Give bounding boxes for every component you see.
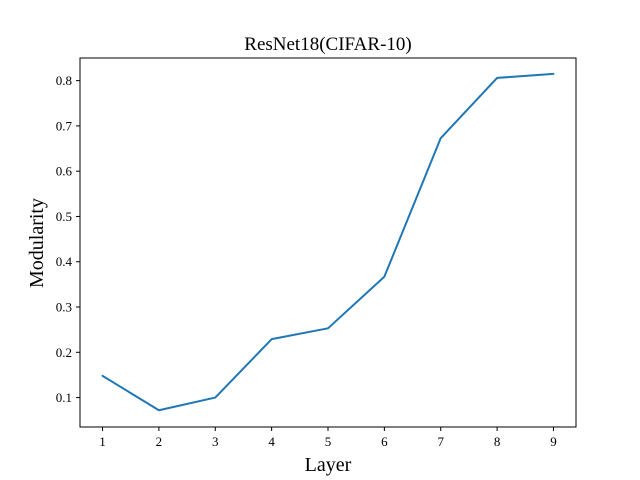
x-axis-label: Layer bbox=[305, 454, 352, 476]
x-axis-ticks: 1 2 3 4 5 6 7 8 9 bbox=[99, 427, 557, 449]
data-point bbox=[214, 397, 216, 399]
y-tick-label: 0.1 bbox=[56, 390, 72, 405]
data-point bbox=[271, 338, 273, 340]
y-axis-ticks: 0.1 0.2 0.3 0.4 0.5 0.6 0.7 0.8 bbox=[56, 73, 80, 405]
x-tick-label: 4 bbox=[268, 434, 275, 449]
plot-area-frame bbox=[79, 57, 577, 428]
y-axis-label: Modularity bbox=[26, 198, 48, 288]
y-tick-label: 0.5 bbox=[56, 209, 72, 224]
chart-title: ResNet18(CIFAR-10) bbox=[244, 34, 411, 55]
series-line bbox=[101, 72, 555, 412]
x-tick-label: 1 bbox=[99, 434, 106, 449]
y-tick-label: 0.6 bbox=[56, 164, 73, 179]
data-point bbox=[158, 409, 160, 411]
y-tick-label: 0.2 bbox=[56, 345, 72, 360]
x-tick-label: 3 bbox=[212, 434, 219, 449]
x-tick-label: 7 bbox=[437, 434, 444, 449]
data-point bbox=[440, 137, 442, 139]
data-point bbox=[327, 327, 329, 329]
series-layer bbox=[101, 72, 555, 412]
x-tick-label: 6 bbox=[381, 434, 388, 449]
data-point bbox=[102, 375, 104, 377]
data-point bbox=[383, 276, 385, 278]
y-tick-label: 0.7 bbox=[56, 118, 73, 133]
y-tick-label: 0.3 bbox=[56, 300, 72, 315]
x-tick-label: 8 bbox=[494, 434, 501, 449]
y-tick-label: 0.4 bbox=[56, 254, 73, 269]
y-tick-label: 0.8 bbox=[56, 73, 72, 88]
x-tick-label: 5 bbox=[325, 434, 332, 449]
x-tick-label: 2 bbox=[156, 434, 163, 449]
data-point bbox=[496, 77, 498, 79]
data-point bbox=[552, 73, 554, 75]
x-tick-label: 9 bbox=[550, 434, 557, 449]
